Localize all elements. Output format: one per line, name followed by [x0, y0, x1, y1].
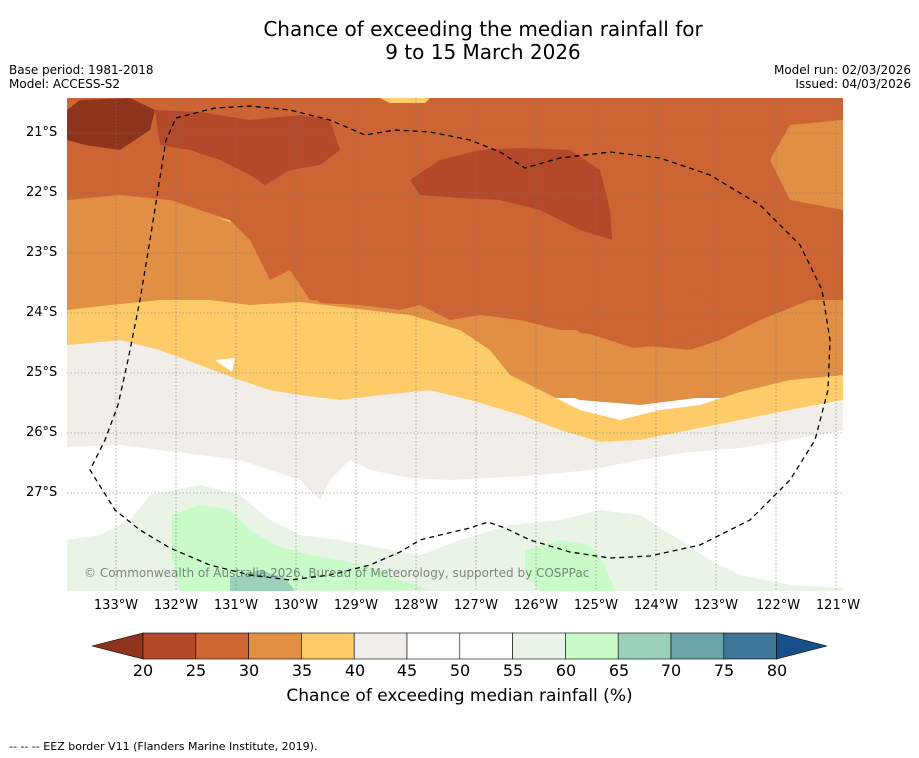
model-run: Model run: 02/03/2026 [773, 63, 911, 77]
colorbar-over-arrow [776, 632, 828, 660]
colorbar-swatch [617, 632, 672, 660]
map-fields [67, 98, 843, 591]
lon-label: 124°W [633, 598, 679, 613]
lon-label: 131°W [213, 598, 259, 613]
field-top-yellow [380, 98, 430, 103]
field-30-35-band [67, 197, 843, 405]
issued-date: Issued: 04/03/2026 [795, 77, 911, 91]
field-20-25-c [410, 148, 612, 240]
colorbar-swatch [565, 632, 619, 660]
field-40-45-west [67, 355, 175, 410]
field-25-30-south [570, 290, 710, 348]
colorbar-swatch [670, 632, 725, 660]
field-60-65-b [525, 540, 615, 591]
colorbar-tick-label: 65 [608, 661, 630, 680]
lon-label: 132°W [153, 598, 199, 613]
colorbar-swatch [301, 632, 355, 660]
field-20-25-b [155, 110, 340, 185]
field-65-70 [230, 570, 295, 591]
lon-label: 125°W [573, 598, 619, 613]
colorbar-tick-label: 25 [185, 661, 207, 680]
field-35-40-band [67, 300, 843, 442]
colorbar-tick-label: 75 [713, 661, 735, 680]
colorbar-tick-label: 60 [555, 661, 577, 680]
lon-label: 122°W [755, 598, 801, 613]
field-60-65-a [172, 505, 430, 591]
copyright-notice: © Commonwealth of Australia 2026, Bureau… [84, 566, 590, 580]
field-20-25-a [67, 98, 155, 150]
lon-label: 128°W [393, 598, 439, 613]
colorbar-swatch [459, 632, 513, 660]
field-white-spot [215, 358, 235, 372]
colorbar-swatch [142, 632, 197, 660]
lat-label: 25°S [26, 365, 58, 380]
lon-label: 133°W [93, 598, 139, 613]
colorbar-tick-label: 40 [344, 661, 366, 680]
title-line-2: 9 to 15 March 2026 [385, 40, 581, 64]
rainfall-map [67, 98, 843, 591]
meta-right: Model run: 02/03/2026 Issued: 04/03/2026 [774, 63, 911, 91]
colorbar-tick-label: 30 [238, 661, 260, 680]
lat-label: 22°S [26, 185, 58, 200]
colorbar-tick-label: 80 [766, 661, 788, 680]
lon-label: 123°W [693, 598, 739, 613]
lat-label: 21°S [26, 125, 58, 140]
colorbar-tick-label: 20 [132, 661, 154, 680]
colorbar-swatch [406, 632, 461, 660]
eez-legend-note: -- -- -- EEZ border V11 (Flanders Marine… [9, 740, 318, 753]
model-name: Model: ACCESS-S2 [9, 77, 121, 91]
lon-label: 126°W [513, 598, 559, 613]
chart-title: Chance of exceeding the median rainfall … [0, 18, 919, 64]
colorbar-tick-label: 55 [502, 661, 524, 680]
lat-label: 24°S [26, 305, 58, 320]
colorbar-swatches [91, 632, 828, 660]
colorbar-tick-label: 35 [291, 661, 313, 680]
colorbar-swatch [353, 632, 408, 660]
base-period: Base period: 1981-2018 [9, 63, 154, 77]
colorbar-tick-label: 45 [396, 661, 418, 680]
field-40-45-band [67, 340, 843, 500]
colorbar-swatch [195, 632, 249, 660]
colorbar-tick-label: 50 [449, 661, 471, 680]
lat-label: 23°S [26, 245, 58, 260]
colorbar-swatch [512, 632, 566, 660]
colorbar-tick-label: 70 [660, 661, 682, 680]
lon-label: 130°W [273, 598, 319, 613]
colorbar-swatch [723, 632, 777, 660]
meta-left: Base period: 1981-2018 Model: ACCESS-S2 [9, 63, 154, 91]
colorbar-swatch [248, 632, 302, 660]
colorbar-under-arrow [91, 632, 144, 660]
lon-label: 127°W [453, 598, 499, 613]
lat-label: 27°S [26, 485, 58, 500]
title-line-1: Chance of exceeding the median rainfall … [263, 17, 703, 41]
colorbar-title: Chance of exceeding median rainfall (%) [286, 686, 633, 706]
lon-label: 121°W [815, 598, 861, 613]
graticule [67, 98, 843, 591]
lon-label: 129°W [333, 598, 379, 613]
field-25-30-pocket [300, 243, 430, 308]
lat-label: 26°S [26, 425, 58, 440]
